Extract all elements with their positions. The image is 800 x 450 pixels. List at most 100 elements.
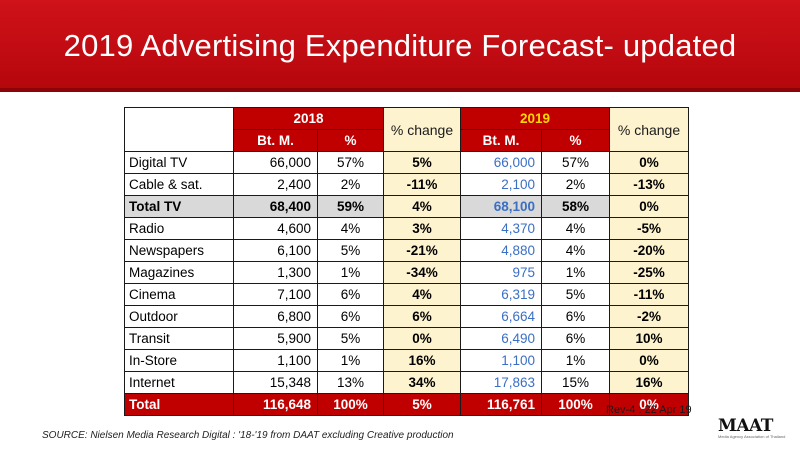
row-pct-2019: 6% (541, 305, 610, 328)
header-row-units: Bt. M. % Bt. M. % (125, 129, 689, 152)
row-pct-2018: 5% (317, 239, 384, 262)
logo-wordmark: MAAT (718, 416, 773, 436)
title-banner (0, 0, 800, 88)
row-category: Magazines (124, 261, 234, 284)
row-category: Cinema (124, 283, 234, 306)
row-bt-2019: 975 (460, 261, 542, 284)
row-pct-2018: 4% (317, 217, 384, 240)
row-change-2019: 10% (609, 327, 689, 350)
row-category: Total (124, 393, 234, 416)
title-banner-edge (0, 88, 800, 92)
row-change-2019: -25% (609, 261, 689, 284)
row-category: In-Store (124, 349, 234, 372)
row-category: Radio (124, 217, 234, 240)
row-pct-2018: 6% (317, 305, 384, 328)
row-bt-2019: 66,000 (460, 151, 542, 174)
total-tv-row: Total TV 68,400 59% 4% 68,100 58% 0% (124, 195, 689, 218)
row-category: Internet (124, 371, 234, 394)
row-change-2019: 0% (609, 393, 689, 416)
row-pct-2018: 100% (317, 393, 384, 416)
row-category: Newspapers (124, 239, 234, 262)
row-bt-2018: 15,348 (233, 371, 318, 394)
row-category: Cable & sat. (124, 173, 234, 196)
row-change-2018: 4% (383, 195, 461, 218)
row-bt-2019: 2,100 (460, 173, 542, 196)
row-bt-2018: 68,400 (233, 195, 318, 218)
row-change-2019: 0% (609, 151, 689, 174)
header-row-years: 2018 % change 2019 % change (124, 107, 689, 152)
row-bt-2018: 66,000 (233, 151, 318, 174)
table-row: Newspapers 6,100 5% -21% 4,880 4% -20% (124, 239, 689, 262)
row-change-2018: 5% (383, 393, 461, 416)
logo-subtext: Media Agency Association of Thailand (718, 434, 786, 439)
row-change-2018: 34% (383, 371, 461, 394)
row-pct-2019: 15% (541, 371, 610, 394)
row-category: Outdoor (124, 305, 234, 328)
row-category: Total TV (124, 195, 234, 218)
row-pct-2019: 58% (541, 195, 610, 218)
header-year-2019: 2019 (460, 107, 610, 130)
revision-note: Rev-4 : 22 Apr 19 (606, 404, 692, 416)
table-row: Transit 5,900 5% 0% 6,490 6% 10% (124, 327, 689, 350)
source-note: SOURCE: Nielsen Media Research Digital :… (42, 430, 454, 441)
row-change-2019: 0% (609, 349, 689, 372)
row-bt-2018: 5,900 (233, 327, 318, 350)
table-row: Cable & sat. 2,400 2% -11% 2,100 2% -13% (124, 173, 689, 196)
row-change-2018: -21% (383, 239, 461, 262)
row-pct-2018: 1% (317, 261, 384, 284)
row-pct-2018: 2% (317, 173, 384, 196)
table-row: Digital TV 66,000 57% 5% 66,000 57% 0% (124, 151, 689, 174)
row-bt-2019: 4,370 (460, 217, 542, 240)
row-pct-2019: 1% (541, 261, 610, 284)
row-bt-2019: 68,100 (460, 195, 542, 218)
row-change-2018: -11% (383, 173, 461, 196)
row-pct-2018: 57% (317, 151, 384, 174)
blank-header-cell (124, 107, 234, 152)
row-pct-2018: 13% (317, 371, 384, 394)
row-change-2019: -11% (609, 283, 689, 306)
row-change-2019: -13% (609, 173, 689, 196)
row-change-2018: 0% (383, 327, 461, 350)
row-bt-2019: 4,880 (460, 239, 542, 262)
row-pct-2019: 1% (541, 349, 610, 372)
table-row: Internet 15,348 13% 34% 17,863 15% 16% (124, 371, 689, 394)
row-change-2019: 0% (609, 195, 689, 218)
row-bt-2018: 7,100 (233, 283, 318, 306)
table-row: Magazines 1,300 1% -34% 975 1% -25% (124, 261, 689, 284)
row-bt-2018: 2,400 (233, 173, 318, 196)
table-row: Outdoor 6,800 6% 6% 6,664 6% -2% (124, 305, 689, 328)
header-change-2019: % change (609, 107, 689, 152)
row-pct-2019: 2% (541, 173, 610, 196)
row-pct-2019: 4% (541, 217, 610, 240)
row-bt-2018: 1,300 (233, 261, 318, 284)
row-pct-2019: 6% (541, 327, 610, 350)
row-bt-2018: 6,800 (233, 305, 318, 328)
row-bt-2019: 17,863 (460, 371, 542, 394)
row-pct-2019: 4% (541, 239, 610, 262)
row-change-2018: 6% (383, 305, 461, 328)
row-change-2018: 3% (383, 217, 461, 240)
maat-logo: MAAT Media Agency Association of Thailan… (718, 416, 788, 446)
row-change-2018: 16% (383, 349, 461, 372)
row-bt-2019: 6,664 (460, 305, 542, 328)
row-bt-2019: 6,490 (460, 327, 542, 350)
table-row: Radio 4,600 4% 3% 4,370 4% -5% (124, 217, 689, 240)
slide-title: 2019 Advertising Expenditure Forecast- u… (63, 28, 737, 63)
table-row: In-Store 1,100 1% 16% 1,100 1% 0% (124, 349, 689, 372)
adex-forecast-table: 2018 % change 2019 % change Bt. M. % Bt.… (124, 107, 689, 416)
row-change-2018: -34% (383, 261, 461, 284)
row-pct-2019: 5% (541, 283, 610, 306)
row-pct-2018: 6% (317, 283, 384, 306)
header-pct-2019: % (541, 129, 610, 152)
table-row: Cinema 7,100 6% 4% 6,319 5% -11% (124, 283, 689, 306)
header-pct-2018: % (317, 129, 384, 152)
header-change-2018: % change (383, 107, 461, 152)
row-change-2019: -2% (609, 305, 689, 328)
row-pct-2019: 100% (541, 393, 610, 416)
row-bt-2019: 6,319 (460, 283, 542, 306)
row-category: Transit (124, 327, 234, 350)
header-year-2018: 2018 (233, 107, 384, 130)
row-change-2019: -5% (609, 217, 689, 240)
grand-total-row: Total 116,648 100% 5% 116,761 100% 0% (124, 393, 689, 416)
row-bt-2018: 4,600 (233, 217, 318, 240)
